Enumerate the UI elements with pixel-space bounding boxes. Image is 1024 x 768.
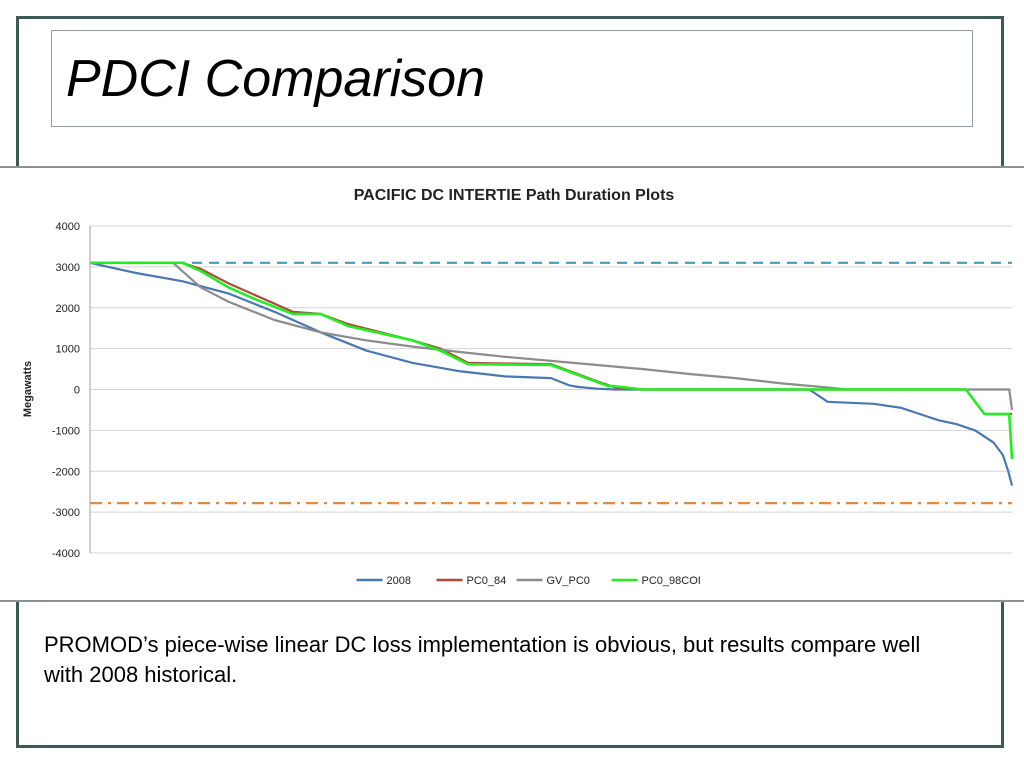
chart-title: PACIFIC DC INTERTIE Path Duration Plots <box>354 187 675 204</box>
y-tick-label: 1000 <box>56 344 80 356</box>
chart-panel: PACIFIC DC INTERTIE Path Duration Plots … <box>0 166 1024 602</box>
legend-label: 2008 <box>387 575 411 587</box>
slide-caption: PROMOD’s piece-wise linear DC loss imple… <box>44 632 921 687</box>
series-line-pc0_84 <box>90 261 1012 416</box>
y-tick-label: 3000 <box>56 262 80 274</box>
y-tick-label: -4000 <box>52 548 80 560</box>
y-tick-label: 4000 <box>56 221 80 233</box>
y-tick-label: 0 <box>74 385 80 397</box>
title-box: PDCI Comparison <box>51 30 973 127</box>
series-line-pc0_98coi <box>90 261 1014 460</box>
series-line-2008 <box>89 261 1014 486</box>
series-line-gv_pc0 <box>90 261 1014 411</box>
y-tick-label: 2000 <box>56 303 80 315</box>
y-axis-label: Megawatts <box>22 361 34 417</box>
legend-label: PC0_84 <box>467 575 507 587</box>
legend-label: PC0_98COI <box>642 575 701 587</box>
y-tick-label: -1000 <box>52 425 80 437</box>
legend-label: GV_PC0 <box>547 575 590 587</box>
duration-chart: PACIFIC DC INTERTIE Path Duration Plots … <box>22 187 1014 587</box>
slide-title: PDCI Comparison <box>66 50 486 108</box>
y-tick-label: -3000 <box>52 507 80 519</box>
y-tick-label: -2000 <box>52 466 80 478</box>
